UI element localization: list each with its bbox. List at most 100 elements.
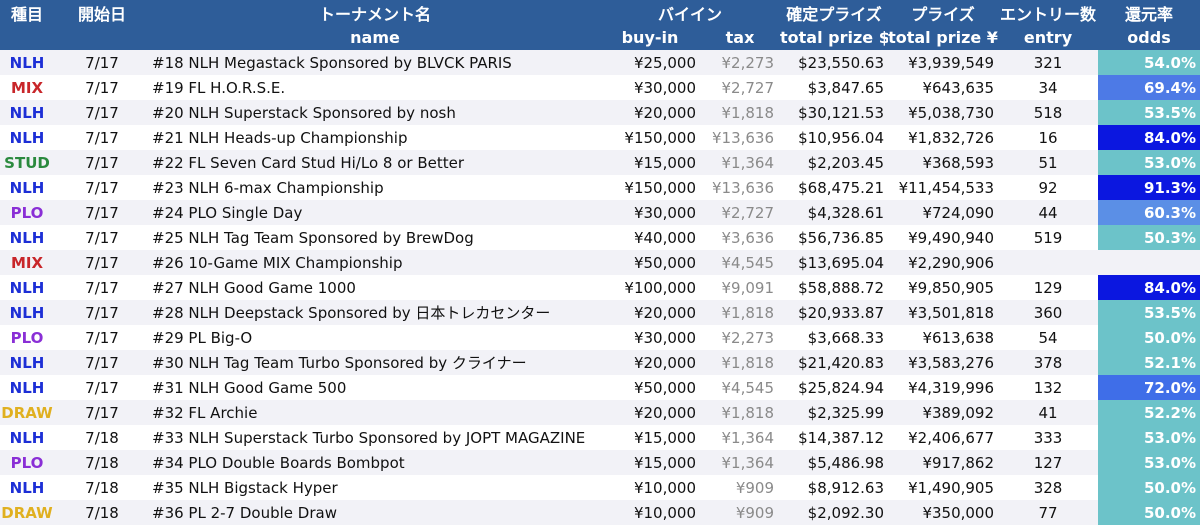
date-cell: 7/17 (85, 103, 119, 122)
date-cell: 7/18 (85, 503, 119, 522)
date-cell: 7/17 (85, 203, 119, 222)
tax-cell: ¥2,273 (721, 328, 775, 347)
game-type-cell: NLH (9, 378, 45, 397)
buyin-cell: ¥20,000 (633, 403, 696, 422)
game-type-cell: NLH (9, 103, 45, 122)
tournament-name-cell: #31 NLH Good Game 500 (152, 378, 347, 397)
game-type-cell: NLH (9, 353, 45, 372)
game-type-cell: PLO (10, 453, 44, 472)
guarantee-cell: $68,475.21 (798, 178, 885, 197)
odds-cell: 54.0% (1098, 50, 1200, 75)
tournament-name-cell: #29 PL Big-O (152, 328, 253, 347)
guarantee-cell: $3,668.33 (807, 328, 885, 347)
date-cell: 7/18 (85, 453, 119, 472)
date-cell: 7/17 (85, 153, 119, 172)
entries-cell: 321 (1033, 53, 1063, 72)
table-row: NLH 7/17 #27 NLH Good Game 1000 ¥100,000 ¥9,… (0, 275, 1200, 300)
tax-cell: ¥2,727 (721, 203, 775, 222)
guarantee-cell: $5,486.98 (807, 453, 885, 472)
date-cell: 7/17 (85, 328, 119, 347)
tournament-name-cell: #27 NLH Good Game 1000 (152, 278, 356, 297)
table-row: MIX 7/17 #19 FL H.O.R.S.E. ¥30,000 ¥2,727 $3,… (0, 75, 1200, 100)
entries-cell: 77 (1038, 503, 1058, 522)
guarantee-cell: $3,847.65 (807, 78, 885, 97)
buyin-cell: ¥50,000 (633, 378, 696, 397)
buyin-cell: ¥30,000 (633, 328, 696, 347)
guarantee-cell: $8,912.63 (807, 478, 885, 497)
tournament-name-cell: #21 NLH Heads-up Championship (152, 128, 408, 147)
entries-cell: 44 (1038, 203, 1058, 222)
tax-cell: ¥13,636 (711, 178, 775, 197)
header-prize-en: total prize ¥ (888, 28, 998, 47)
buyin-cell: ¥15,000 (633, 453, 696, 472)
tax-cell: ¥1,818 (721, 303, 775, 322)
odds-cell: 53.0% (1098, 150, 1200, 175)
tournament-name-cell: #19 FL H.O.R.S.E. (152, 78, 286, 97)
tournament-name-cell: #22 FL Seven Card Stud Hi/Lo 8 or Better (152, 153, 465, 172)
buyin-cell: ¥50,000 (633, 253, 696, 272)
prize-cell: ¥11,454,533 (898, 178, 995, 197)
table-row: PLO 7/17 #24 PLO Single Day ¥30,000 ¥2,727 $4… (0, 200, 1200, 225)
tax-cell: ¥1,364 (721, 428, 775, 447)
header-odds-en: odds (1127, 28, 1171, 47)
date-cell: 7/17 (85, 403, 119, 422)
buyin-cell: ¥100,000 (624, 278, 696, 297)
table-row: NLH 7/17 #30 NLH Tag Team Turbo Sponsored … (0, 350, 1200, 375)
tax-cell: ¥4,545 (721, 378, 775, 397)
entries-cell: 51 (1038, 153, 1058, 172)
buyin-cell: ¥15,000 (633, 153, 696, 172)
game-type-cell: NLH (9, 128, 45, 147)
odds-cell: 91.3% (1098, 175, 1200, 200)
guarantee-cell: $2,325.99 (807, 403, 885, 422)
prize-cell: ¥917,862 (922, 453, 995, 472)
entries-cell: 92 (1038, 178, 1058, 197)
buyin-cell: ¥15,000 (633, 428, 696, 447)
header-row-en: name buy-in tax total prize $ total priz… (0, 25, 1200, 50)
table-row: DRAW 7/18 #36 PL 2-7 Double Draw ¥10,000 ¥90… (0, 500, 1200, 525)
date-cell: 7/17 (85, 128, 119, 147)
tournament-name-cell: #33 NLH Superstack Turbo Sponsored by JO… (152, 428, 586, 447)
header-entries: エントリー数 (1000, 4, 1097, 24)
date-cell: 7/17 (85, 78, 119, 97)
date-cell: 7/17 (85, 253, 119, 272)
prize-cell: ¥3,939,549 (908, 53, 995, 72)
tournament-name-cell: #36 PL 2-7 Double Draw (152, 503, 337, 522)
entries-cell: 360 (1033, 303, 1063, 322)
buyin-cell: ¥150,000 (624, 128, 696, 147)
tax-cell: ¥4,545 (721, 253, 775, 272)
table-row: PLO 7/17 #29 PL Big-O ¥30,000 ¥2,273 $3,668.3… (0, 325, 1200, 350)
odds-cell: 53.0% (1098, 450, 1200, 475)
tournament-name-cell: #32 FL Archie (152, 403, 258, 422)
table-row: DRAW 7/17 #32 FL Archie ¥20,000 ¥1,818 $2,325… (0, 400, 1200, 425)
prize-cell: ¥1,490,905 (908, 478, 995, 497)
entries-cell: 519 (1033, 228, 1063, 247)
date-cell: 7/17 (85, 303, 119, 322)
game-type-cell: STUD (4, 153, 50, 172)
date-cell: 7/17 (85, 378, 119, 397)
guarantee-cell: $56,736.85 (798, 228, 885, 247)
tournament-name-cell: #30 NLH Tag Team Turbo Sponsored by クライナ… (152, 354, 527, 372)
table-row: NLH 7/17 #20 NLH Superstack Sponsored by n… (0, 100, 1200, 125)
tax-cell: ¥1,818 (721, 403, 775, 422)
odds-cell: 84.0% (1098, 125, 1200, 150)
guarantee-cell: $2,092.30 (807, 503, 885, 522)
entries-cell: 129 (1033, 278, 1063, 297)
tax-cell: ¥1,364 (721, 453, 775, 472)
entries-cell: 54 (1038, 328, 1058, 347)
table-row: NLH 7/17 #21 NLH Heads-up Championship ¥150… (0, 125, 1200, 150)
header-type: 種目 (10, 4, 43, 24)
header-return-rate: 還元率 (1125, 4, 1174, 24)
tournament-name-cell: #23 NLH 6-max Championship (152, 178, 384, 197)
header-guarantee: 確定プライズ (786, 4, 882, 24)
buyin-cell: ¥20,000 (633, 303, 696, 322)
date-cell: 7/18 (85, 478, 119, 497)
prize-cell: ¥5,038,730 (908, 103, 995, 122)
buyin-cell: ¥20,000 (633, 103, 696, 122)
odds-cell: 72.0% (1098, 375, 1200, 400)
tax-cell: ¥1,364 (721, 153, 775, 172)
odds-cell (1098, 250, 1200, 275)
prize-cell: ¥2,406,677 (908, 428, 995, 447)
table-row: MIX 7/17 #26 10-Game MIX Championship ¥50,0… (0, 250, 1200, 275)
odds-cell: 52.2% (1098, 400, 1200, 425)
tax-cell: ¥9,091 (721, 278, 775, 297)
